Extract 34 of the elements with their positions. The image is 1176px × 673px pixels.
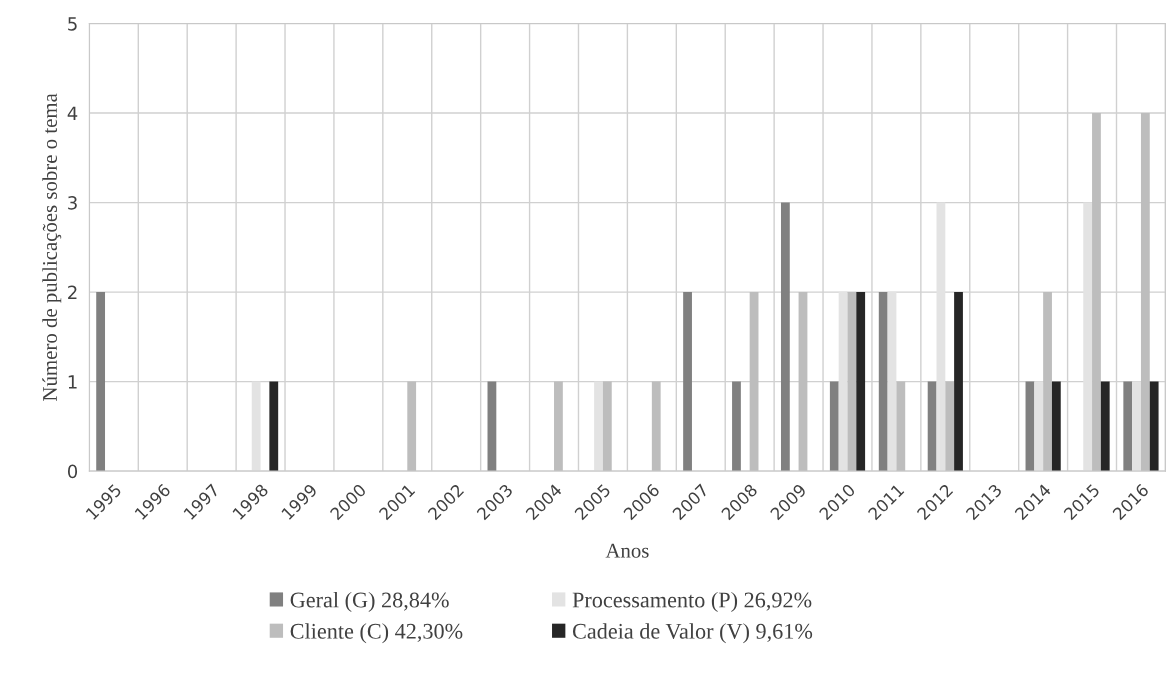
bar bbox=[251, 381, 261, 472]
bar bbox=[594, 381, 603, 472]
bar bbox=[838, 292, 848, 472]
bar bbox=[1149, 381, 1159, 472]
bar bbox=[732, 381, 741, 472]
legend-label: Cliente (C) 42,30% bbox=[290, 623, 463, 644]
bar bbox=[1132, 381, 1141, 472]
y-tick-label: 5 bbox=[68, 17, 77, 31]
bar bbox=[829, 381, 839, 472]
y-tick-label: 1 bbox=[68, 375, 77, 389]
bar bbox=[927, 381, 937, 472]
bar bbox=[887, 292, 897, 472]
y-tick-label: 4 bbox=[67, 106, 78, 120]
bar bbox=[954, 292, 963, 472]
legend-label: Cadeia de Valor (V) 9,61% bbox=[572, 623, 813, 644]
bar bbox=[936, 202, 946, 472]
bar bbox=[269, 381, 279, 472]
bar bbox=[1051, 381, 1061, 472]
legend-label: Geral (G) 28,84% bbox=[290, 591, 449, 613]
bar bbox=[683, 292, 692, 472]
x-axis-title: Anos bbox=[605, 543, 649, 558]
bar bbox=[1123, 381, 1133, 472]
bar bbox=[1034, 381, 1044, 472]
bar bbox=[856, 292, 866, 472]
bar bbox=[1083, 202, 1093, 472]
bar bbox=[780, 202, 790, 472]
bar bbox=[1100, 381, 1110, 472]
y-tick-label: 2 bbox=[68, 285, 77, 299]
legend-label: Processamento (P) 26,92% bbox=[572, 591, 812, 613]
bar bbox=[96, 292, 106, 472]
bar bbox=[878, 292, 888, 472]
y-axis-title: Número de publicações sobre o tema bbox=[42, 93, 62, 401]
y-tick-label: 3 bbox=[68, 196, 77, 210]
y-tick-label: 0 bbox=[67, 464, 78, 479]
